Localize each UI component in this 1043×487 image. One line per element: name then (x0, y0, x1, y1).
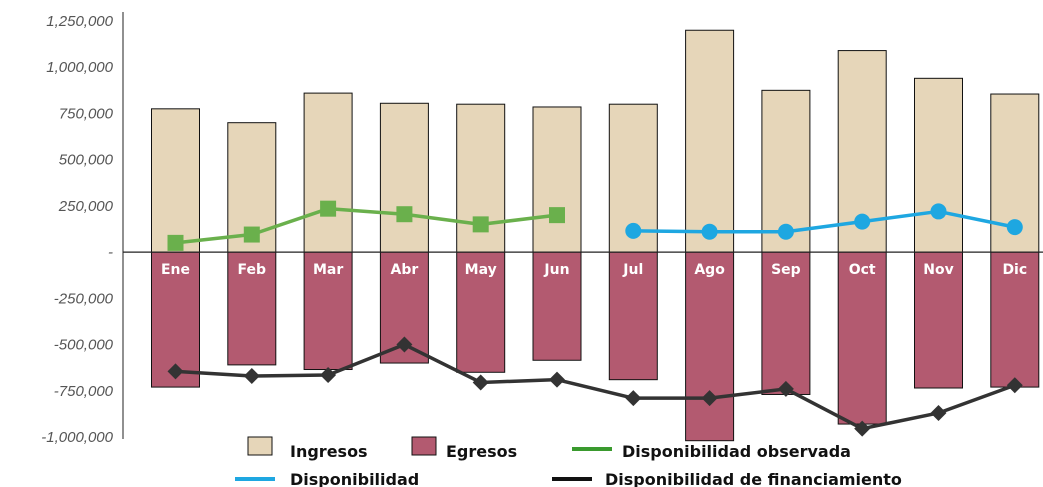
disponibilidad-financiamiento-point (243, 367, 260, 384)
legend-swatch-egresos (411, 436, 437, 456)
bar-egresos (151, 251, 200, 388)
category-label: May (465, 262, 497, 278)
bar-egresos (914, 251, 963, 389)
bar-ingresos (379, 102, 429, 253)
disponibilidad-financiamiento-point (472, 374, 489, 391)
bar-ingresos (685, 29, 735, 253)
disponibilidad-observada-point (549, 207, 565, 224)
disponibilidad-financiamiento-point (549, 371, 565, 388)
bar-egresos (837, 251, 887, 425)
category-label: Nov (923, 262, 953, 278)
bar-ingresos (303, 92, 353, 253)
disponibilidad-observada-point (320, 200, 337, 217)
category-label: Mar (313, 262, 343, 278)
bar-ingresos (914, 77, 963, 253)
disponibilidad-observada-point (472, 216, 489, 233)
bar-egresos (456, 251, 506, 373)
category-label: Dic (1002, 262, 1027, 278)
disponibilidad-point (777, 223, 794, 240)
disponibilidad-financiamiento-point (167, 363, 184, 380)
disponibilidad-financiamiento-point (1006, 377, 1023, 394)
y-tick-label: 250,000 (58, 198, 114, 215)
disponibilidad-financiamiento-point (930, 404, 947, 421)
category-label: Sep (771, 262, 801, 278)
y-tick-label: -750,000 (54, 383, 114, 400)
disponibilidad-point (930, 203, 947, 220)
disponibilidad-financiamiento-point (396, 336, 413, 353)
category-label: Ago (694, 262, 725, 278)
disponibilidad-financiamiento-line (175, 342, 1016, 431)
legend-label-egresos: Egresos (446, 442, 517, 461)
y-tick-label: - (108, 244, 113, 261)
disponibilidad-financiamiento-point (701, 390, 718, 407)
disponibilidad-observada-point (243, 226, 260, 243)
y-tick-label: 1,250,000 (46, 13, 113, 30)
disponibilidad-point (701, 223, 718, 240)
disponibilidad-financiamiento-point (777, 380, 794, 397)
bar-egresos (608, 251, 658, 381)
disponibilidad-financiamiento-point (320, 367, 337, 384)
category-label: Abr (391, 262, 419, 278)
bar-ingresos (532, 106, 582, 253)
disponibilidad-financiamiento-point (854, 420, 871, 437)
bar-egresos (761, 251, 811, 395)
category-label: Ene (161, 262, 190, 278)
y-tick-label: 750,000 (59, 105, 114, 122)
y-tick-label: 1,000,000 (46, 59, 113, 76)
category-label: Feb (238, 262, 267, 278)
y-tick-label: -1,000,000 (41, 429, 113, 446)
disponibilidad-observada-line (175, 206, 558, 245)
legend-label-disponibilidad-observada: Disponibilidad observada (622, 442, 851, 461)
y-tick-label: -250,000 (54, 290, 114, 307)
disponibilidad-point (1006, 219, 1023, 236)
legend-label-disponibilidad-financiamiento: Disponibilidad de financiamiento (605, 470, 902, 487)
legend-swatch-ingresos (247, 436, 273, 456)
disponibilidad-point (625, 222, 642, 239)
disponibilidad-observada-point (396, 206, 413, 223)
bar-ingresos (151, 108, 200, 253)
category-label: Jun (543, 262, 569, 278)
legend-label-disponibilidad: Disponibilidad (290, 470, 419, 487)
category-label: Oct (849, 262, 876, 278)
disponibilidad-observada-point (167, 234, 184, 251)
bar-egresos (303, 251, 353, 371)
bar-egresos (685, 251, 735, 442)
legend-label-ingresos: Ingresos (290, 442, 368, 461)
disponibilidad-line (633, 209, 1016, 234)
y-tick-label: 500,000 (59, 152, 114, 169)
disponibilidad-financiamiento-point (625, 390, 642, 407)
disponibilidad-point (854, 213, 871, 230)
category-label: Jul (622, 262, 643, 278)
bar-egresos (532, 251, 582, 361)
y-tick-label: -500,000 (54, 337, 114, 354)
